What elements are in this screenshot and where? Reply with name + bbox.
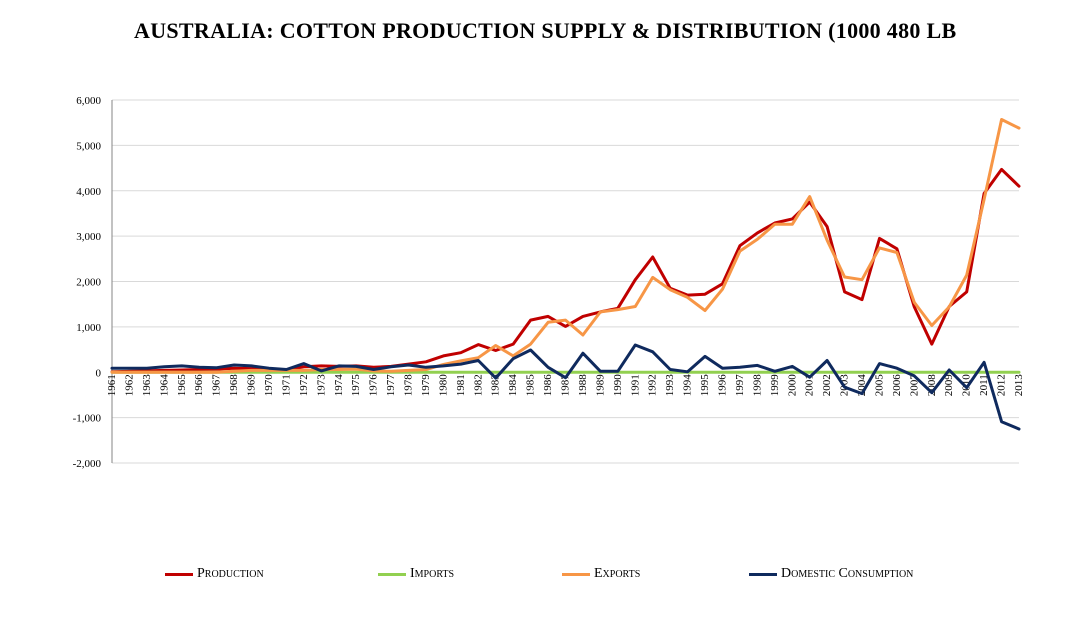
- x-tick-label: 1966: [193, 374, 205, 397]
- x-tick-label: 2000: [786, 374, 798, 397]
- legend-label: Production: [197, 566, 264, 581]
- legend-swatch: [562, 572, 590, 576]
- x-tick-label: 1971: [280, 374, 292, 396]
- y-tick-label: 3,000: [76, 231, 101, 243]
- legend-item-imports: Imports: [378, 564, 454, 584]
- legend: Production Imports Exports Domestic Consump…: [0, 564, 1073, 584]
- legend-label: Imports: [410, 566, 455, 581]
- x-tick-label: 1970: [263, 374, 275, 397]
- y-tick-label: 1,000: [76, 322, 101, 334]
- y-tick-label: -1,000: [73, 413, 102, 425]
- x-tick-label: 1997: [734, 374, 746, 397]
- x-tick-labels: 1961 1962 1963 1964 1965 1966 1967 1968 1969 1970…: [106, 374, 1025, 397]
- x-tick-label: 1975: [350, 374, 362, 397]
- y-tick-label: -2,000: [73, 458, 102, 470]
- y-tick-label: 6,000: [76, 95, 101, 107]
- x-tick-label: 1996: [716, 374, 728, 397]
- legend-swatch: [749, 572, 777, 576]
- x-tick-label: 2010: [961, 374, 973, 397]
- x-tick-label: 1992: [647, 374, 659, 396]
- x-tick-label: 1987: [560, 374, 572, 397]
- x-tick-label: 1973: [315, 374, 327, 397]
- series-line-production: [110, 167, 1021, 374]
- legend-item-exports: Exports: [562, 564, 640, 584]
- legend-item-domestic-consumption: Domestic Consumption: [749, 564, 913, 584]
- x-tick-label: 2001: [804, 374, 816, 396]
- x-tick-label: 1989: [594, 374, 606, 397]
- y-tick-label: 4,000: [76, 186, 101, 198]
- x-tick-label: 1984: [507, 374, 519, 397]
- x-tick-label: 1974: [333, 374, 345, 397]
- x-tick-label: 2009: [943, 374, 955, 397]
- legend-swatch: [165, 572, 193, 576]
- legend-label: Exports: [594, 566, 641, 581]
- chart-title: AUSTRALIA: COTTON PRODUCTION SUPPLY & DI…: [134, 18, 957, 43]
- x-tick-label: 1980: [437, 374, 449, 397]
- x-tick-label: 1967: [211, 374, 223, 397]
- x-tick-label: 1961: [106, 374, 118, 396]
- x-tick-label: 1999: [769, 374, 781, 397]
- x-tick-label: 1976: [368, 374, 380, 397]
- x-tick-label: 2005: [873, 374, 885, 397]
- y-tick-label: 0: [96, 367, 102, 379]
- x-tick-label: 1983: [490, 374, 502, 397]
- x-tick-label: 1993: [664, 374, 676, 397]
- x-tick-label: 1985: [525, 374, 537, 397]
- x-tick-label: 1972: [298, 374, 310, 396]
- x-tick-label: 1969: [246, 374, 258, 397]
- x-tick-label: 1964: [158, 374, 170, 397]
- series-line-exports: [110, 118, 1021, 374]
- x-tick-label: 1986: [542, 374, 554, 397]
- x-tick-label: 1988: [577, 374, 589, 397]
- x-tick-label: 1981: [455, 374, 467, 396]
- x-tick-label: 1968: [228, 374, 240, 397]
- y-tick-label: 5,000: [76, 140, 101, 152]
- x-tick-label: 1979: [420, 374, 432, 397]
- y-tick-labels: -2,000 -1,000 0 1,000 2,000 3,000 4,000 5,000 6,…: [73, 95, 102, 470]
- x-tick-label: 2012: [996, 374, 1008, 396]
- x-tick-label: 1963: [141, 374, 153, 397]
- legend-label: Domestic Consumption: [781, 566, 914, 581]
- x-tick-label: 2011: [978, 374, 990, 396]
- legend-item-production: Production: [165, 564, 264, 584]
- legend-swatch: [378, 572, 406, 576]
- x-tick-label: 2013: [1013, 374, 1025, 397]
- x-tick-label: 1982: [472, 374, 484, 396]
- series-lines: [110, 118, 1021, 431]
- series-line-domestic-consumption: [110, 343, 1021, 431]
- x-tick-label: 1991: [629, 374, 641, 396]
- x-tick-label: 1995: [699, 374, 711, 397]
- x-tick-label: 1965: [176, 374, 188, 397]
- x-tick-label: 1978: [403, 374, 415, 397]
- y-tick-label: 2,000: [76, 277, 101, 289]
- gridlines: [112, 99, 1019, 464]
- x-tick-label: 1990: [612, 374, 624, 397]
- x-tick-label: 1962: [123, 374, 135, 396]
- x-tick-label: 2006: [891, 374, 903, 397]
- x-tick-label: 1998: [751, 374, 763, 397]
- x-tick-label: 2002: [821, 374, 833, 396]
- x-tick-label: 1977: [385, 374, 397, 397]
- x-tick-label: 1994: [682, 374, 694, 397]
